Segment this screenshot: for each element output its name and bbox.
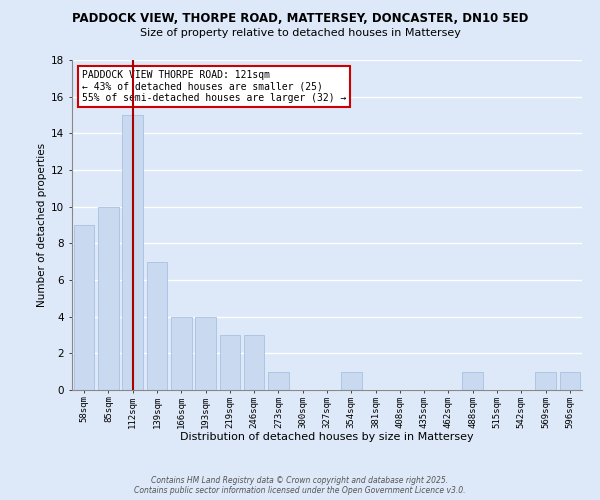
Text: PADDOCK VIEW, THORPE ROAD, MATTERSEY, DONCASTER, DN10 5ED: PADDOCK VIEW, THORPE ROAD, MATTERSEY, DO… xyxy=(72,12,528,26)
Bar xyxy=(535,372,556,390)
Bar xyxy=(98,206,119,390)
Text: Size of property relative to detached houses in Mattersey: Size of property relative to detached ho… xyxy=(140,28,460,38)
Bar xyxy=(122,115,143,390)
Bar xyxy=(74,225,94,390)
Bar xyxy=(220,335,240,390)
X-axis label: Distribution of detached houses by size in Mattersey: Distribution of detached houses by size … xyxy=(180,432,474,442)
Bar xyxy=(560,372,580,390)
Bar xyxy=(146,262,167,390)
Text: PADDOCK VIEW THORPE ROAD: 121sqm
← 43% of detached houses are smaller (25)
55% o: PADDOCK VIEW THORPE ROAD: 121sqm ← 43% o… xyxy=(82,70,347,103)
Text: Contains HM Land Registry data © Crown copyright and database right 2025.
Contai: Contains HM Land Registry data © Crown c… xyxy=(134,476,466,495)
Bar xyxy=(171,316,191,390)
Bar xyxy=(268,372,289,390)
Y-axis label: Number of detached properties: Number of detached properties xyxy=(37,143,47,307)
Bar xyxy=(244,335,265,390)
Bar xyxy=(463,372,483,390)
Bar xyxy=(195,316,216,390)
Bar xyxy=(341,372,362,390)
